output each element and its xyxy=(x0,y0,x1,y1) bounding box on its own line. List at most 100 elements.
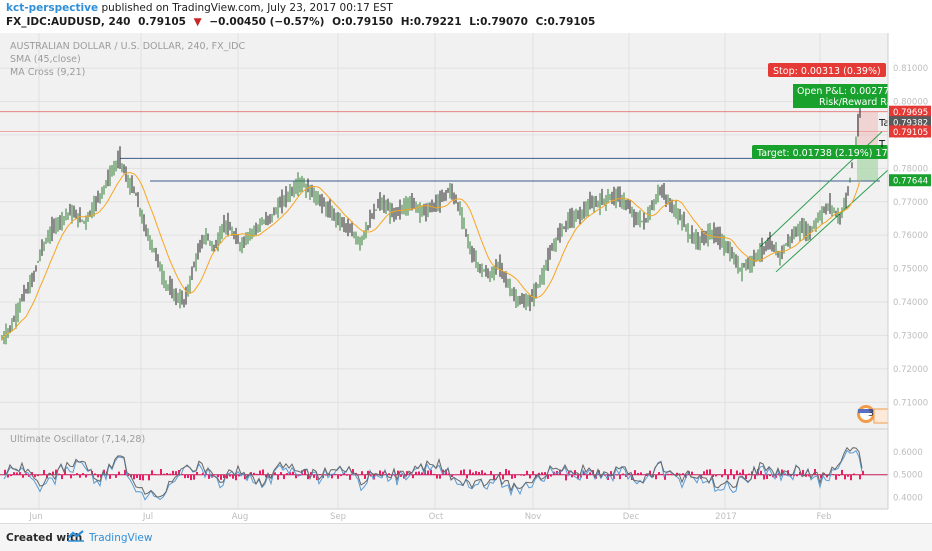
osc-histogram-bar xyxy=(139,475,141,480)
time-axis-label: Oct xyxy=(429,512,444,522)
osc-histogram-bar xyxy=(529,475,531,479)
osc-histogram-bar xyxy=(379,470,381,474)
open-value: O:0.79150 xyxy=(332,16,393,28)
osc-histogram-bar xyxy=(364,475,366,479)
close-value: C:0.79105 xyxy=(536,16,596,28)
tradingview-brand[interactable]: TradingView xyxy=(89,532,152,544)
osc-histogram-bar xyxy=(796,475,798,477)
oscillator-axis-label: 0.6000 xyxy=(893,448,923,458)
osc-histogram-bar xyxy=(340,475,342,476)
time-axis-background xyxy=(0,509,888,523)
price-axis-label: 0.74000 xyxy=(893,298,928,308)
osc-histogram-bar xyxy=(109,475,111,479)
osc-histogram-bar xyxy=(691,472,693,475)
osc-histogram-bar xyxy=(589,472,591,474)
osc-histogram-bar xyxy=(196,472,198,475)
osc-histogram-bar xyxy=(331,475,333,479)
osc-histogram-bar xyxy=(421,472,423,474)
time-axis-label: Jul xyxy=(142,512,153,522)
stop-label: Stop: 0.00313 (0.39%) xyxy=(773,66,881,77)
osc-histogram-bar xyxy=(754,475,756,479)
osc-histogram-bar xyxy=(637,473,639,475)
osc-histogram-bar xyxy=(634,470,636,475)
osc-histogram-bar xyxy=(844,475,846,480)
osc-histogram-bar xyxy=(58,474,60,475)
osc-histogram-bar xyxy=(184,475,186,478)
osc-histogram-bar xyxy=(82,473,84,475)
osc-histogram-bar xyxy=(523,475,525,476)
osc-histogram-bar xyxy=(172,471,174,475)
osc-histogram-bar xyxy=(739,473,741,475)
osc-histogram-bar xyxy=(76,473,78,475)
osc-histogram-bar xyxy=(850,475,852,480)
osc-histogram-bar xyxy=(478,472,480,475)
osc-histogram-bar xyxy=(388,473,390,474)
osc-histogram-bar xyxy=(136,475,138,478)
osc-histogram-bar xyxy=(349,475,351,480)
price-axis-label: 0.76000 xyxy=(893,231,928,241)
osc-histogram-bar xyxy=(670,474,672,475)
change-value: −0.00450 (−0.57%) xyxy=(209,16,324,28)
oscillator-legend: Ultimate Oscillator (7,14,28) xyxy=(10,434,145,445)
osc-histogram-bar xyxy=(463,469,465,474)
osc-histogram-bar xyxy=(85,475,87,478)
osc-histogram-bar xyxy=(313,475,315,478)
quote-bar: FX_IDC:AUDUSD, 240 0.79105 ▼ −0.00450 (−… xyxy=(6,16,599,28)
price-axis-label: 0.71000 xyxy=(893,398,928,408)
osc-histogram-bar xyxy=(19,472,21,475)
osc-histogram-bar xyxy=(760,471,762,475)
osc-histogram-bar xyxy=(709,469,711,474)
osc-histogram-bar xyxy=(259,471,261,475)
osc-histogram-bar xyxy=(550,475,552,477)
osc-histogram-bar xyxy=(763,475,765,480)
osc-histogram-bar xyxy=(274,472,276,474)
osc-histogram-bar xyxy=(622,474,624,475)
time-axis-label: Dec xyxy=(623,512,640,522)
osc-histogram-bar xyxy=(733,475,735,479)
osc-histogram-bar xyxy=(727,475,729,480)
osc-histogram-bar xyxy=(175,471,177,475)
osc-histogram-bar xyxy=(484,473,486,475)
osc-histogram-bar xyxy=(469,470,471,475)
osc-histogram-bar xyxy=(715,475,717,477)
osc-histogram-bar xyxy=(187,475,189,478)
footer-bar: Created with TradingView xyxy=(0,523,932,551)
osc-histogram-bar xyxy=(34,475,36,478)
osc-histogram-bar xyxy=(742,469,744,474)
osc-histogram-bar xyxy=(61,475,63,479)
osc-histogram-bar xyxy=(148,475,150,481)
high-value: H:0.79221 xyxy=(401,16,462,28)
target-label: Target: 0.01738 (2.19%) 17 xyxy=(756,148,888,159)
change-arrow-icon: ▼ xyxy=(194,16,202,28)
osc-histogram-bar xyxy=(706,470,708,475)
time-axis-label: Sep xyxy=(330,512,346,522)
author-link[interactable]: kct-perspective xyxy=(6,2,98,14)
publish-info: kct-perspective published on TradingView… xyxy=(6,2,393,14)
osc-histogram-bar xyxy=(412,475,414,479)
last-price: 0.79105 xyxy=(138,16,186,28)
osc-histogram-bar xyxy=(658,472,660,475)
osc-histogram-bar xyxy=(154,474,156,475)
osc-histogram-bar xyxy=(304,469,306,474)
osc-histogram-bar xyxy=(724,469,726,475)
osc-histogram-bar xyxy=(151,470,153,474)
osc-histogram-bar xyxy=(721,475,723,478)
osc-histogram-bar xyxy=(169,474,171,475)
osc-histogram-bar xyxy=(571,475,573,478)
osc-histogram-bar xyxy=(586,475,588,479)
osc-histogram-bar xyxy=(79,475,81,478)
osc-histogram-bar xyxy=(814,469,816,475)
chart-canvas[interactable]: AUSTRALIAN DOLLAR / U.S. DOLLAR, 240, FX… xyxy=(0,33,932,523)
profit-zone xyxy=(857,156,878,181)
osc-histogram-bar xyxy=(436,475,438,479)
osc-histogram-bar xyxy=(193,475,195,480)
oscillator-axis-label: 0.4000 xyxy=(893,494,923,504)
price-axis-label: 0.81000 xyxy=(893,64,928,74)
osc-histogram-bar xyxy=(730,469,732,475)
osc-histogram-bar xyxy=(16,472,18,474)
osc-histogram-bar xyxy=(166,473,168,475)
price-tag-label: 0.77644 xyxy=(893,177,928,187)
osc-histogram-bar xyxy=(532,471,534,475)
osc-histogram-bar xyxy=(451,475,453,477)
